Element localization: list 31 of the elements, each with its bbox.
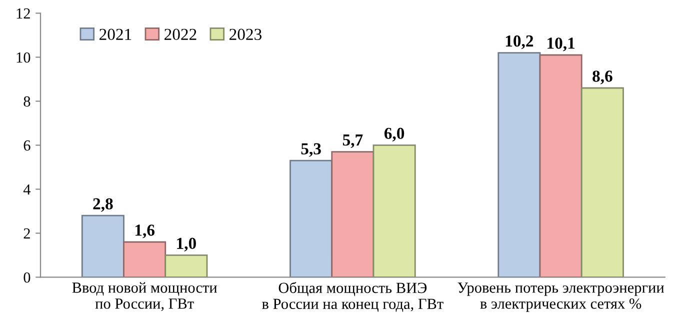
data-label: 10,1 — [548, 38, 575, 52]
data-label: 1,6 — [135, 224, 154, 238]
bar — [81, 214, 124, 278]
data-label: 2,8 — [93, 198, 113, 212]
y-tick-label: 8 — [24, 96, 30, 107]
x-tick-label: Уровень потерь электроэнергии в электрических сетях % — [458, 282, 664, 312]
x-tick-label: Общая мощность ВИЭ в России на конец года, ГВт — [262, 282, 444, 312]
bar — [164, 254, 208, 278]
bar — [498, 52, 541, 278]
bar — [580, 87, 624, 278]
bar — [372, 144, 416, 278]
data-label: 6,0 — [384, 128, 404, 142]
x-tick-label: Ввод новой мощности по России, ГВт — [72, 282, 217, 311]
bar — [290, 160, 333, 278]
data-label: 5,3 — [301, 143, 321, 157]
legend-label: 2021 — [100, 28, 132, 40]
bar — [331, 151, 374, 278]
y-tick-label: 12 — [16, 8, 30, 18]
bar — [539, 54, 582, 278]
data-label: 8,6 — [592, 70, 612, 84]
y-tick-label: 2 — [24, 228, 30, 238]
y-tick-label: 4 — [23, 184, 31, 194]
data-label: 5,7 — [342, 134, 363, 148]
data-label: 1,0 — [177, 238, 196, 252]
legend-label: 2023 — [230, 28, 262, 40]
data-label: 10,2 — [506, 35, 534, 50]
bar — [123, 241, 166, 278]
y-tick-label: 10 — [16, 52, 30, 63]
y-tick-label: 0 — [24, 272, 30, 283]
legend-label: 2022 — [164, 28, 196, 40]
y-tick-label: 6 — [24, 140, 30, 151]
